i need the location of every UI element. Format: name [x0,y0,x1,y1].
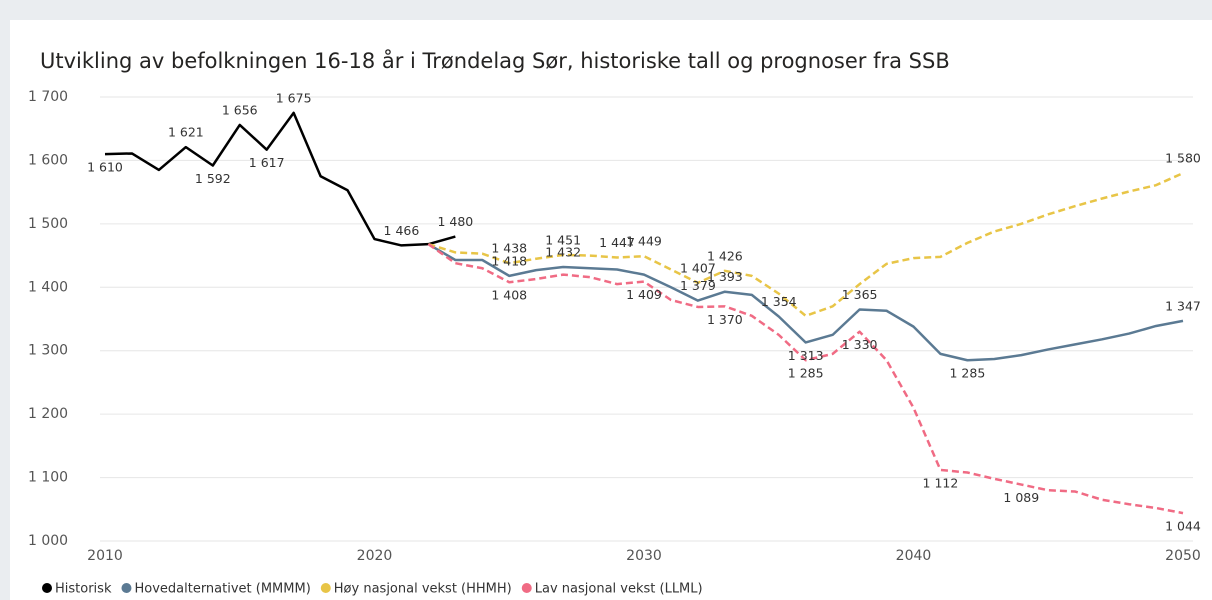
data-label: 1 409 [626,287,662,302]
data-label: 1 438 [491,241,527,256]
y-tick-label: 1 200 [28,406,68,422]
legend-label: Hovedalternativet (MMMM) [134,582,310,597]
data-label: 1 432 [545,244,581,259]
data-label: 1 451 [545,232,581,247]
y-tick-label: 1 000 [28,533,68,549]
data-label: 1 408 [491,288,527,303]
data-label: 1 656 [222,102,258,117]
data-label: 1 675 [276,90,312,105]
data-label: 1 044 [1165,519,1201,534]
data-label: 1 089 [1003,490,1039,505]
series-line [427,243,1184,362]
data-label: 1 379 [680,278,716,293]
data-label: 1 480 [437,214,473,229]
data-label: 1 313 [788,348,824,363]
data-label: 1 610 [87,160,123,175]
data-label: 1 621 [168,125,204,140]
data-label: 1 285 [788,366,824,381]
legend-label: Historisk [55,582,112,597]
y-tick-label: 1 100 [28,470,68,486]
data-label: 1 393 [707,269,743,284]
x-tick-label: 2010 [87,548,123,564]
x-tick-label: 2040 [896,548,932,564]
legend-label: Høy nasjonal vekst (HHMH) [334,582,512,597]
data-label: 1 112 [923,475,959,490]
data-label: 1 447 [599,235,635,250]
series-line [428,171,1184,318]
x-tick-label: 2030 [626,548,662,564]
y-tick-label: 1 600 [28,152,68,168]
y-tick-label: 1 400 [28,279,68,295]
legend-marker [42,583,52,593]
data-label: 1 418 [491,253,527,268]
y-tick-label: 1 300 [28,343,68,359]
data-label: 1 426 [707,248,743,263]
data-label: 1 330 [842,337,878,352]
y-tick-label: 1 500 [28,216,68,232]
legend-marker [121,583,132,593]
y-tick-label: 1 700 [28,89,68,105]
data-label: 1 347 [1165,298,1201,313]
data-label: 1 466 [384,223,420,238]
data-label: 1 449 [626,234,662,249]
series-line [104,111,456,247]
data-label: 1 365 [842,287,878,302]
data-label: 1 354 [761,294,797,309]
x-tick-label: 2020 [357,548,393,564]
data-label: 1 580 [1165,151,1201,166]
legend-marker [320,583,331,593]
data-label: 1 370 [707,312,743,327]
data-label: 1 617 [249,155,285,170]
x-tick-label: 2050 [1165,548,1201,564]
legend-marker [521,583,532,593]
data-label: 1 592 [195,171,231,186]
chart-title: Utvikling av befolkningen 16-18 år i Trø… [40,48,950,73]
card [10,20,1212,600]
data-label: 1 407 [680,260,716,275]
legend-label: Lav nasjonal vekst (LLML) [535,582,703,597]
series-line [427,243,1184,515]
data-label: 1 285 [950,366,986,381]
